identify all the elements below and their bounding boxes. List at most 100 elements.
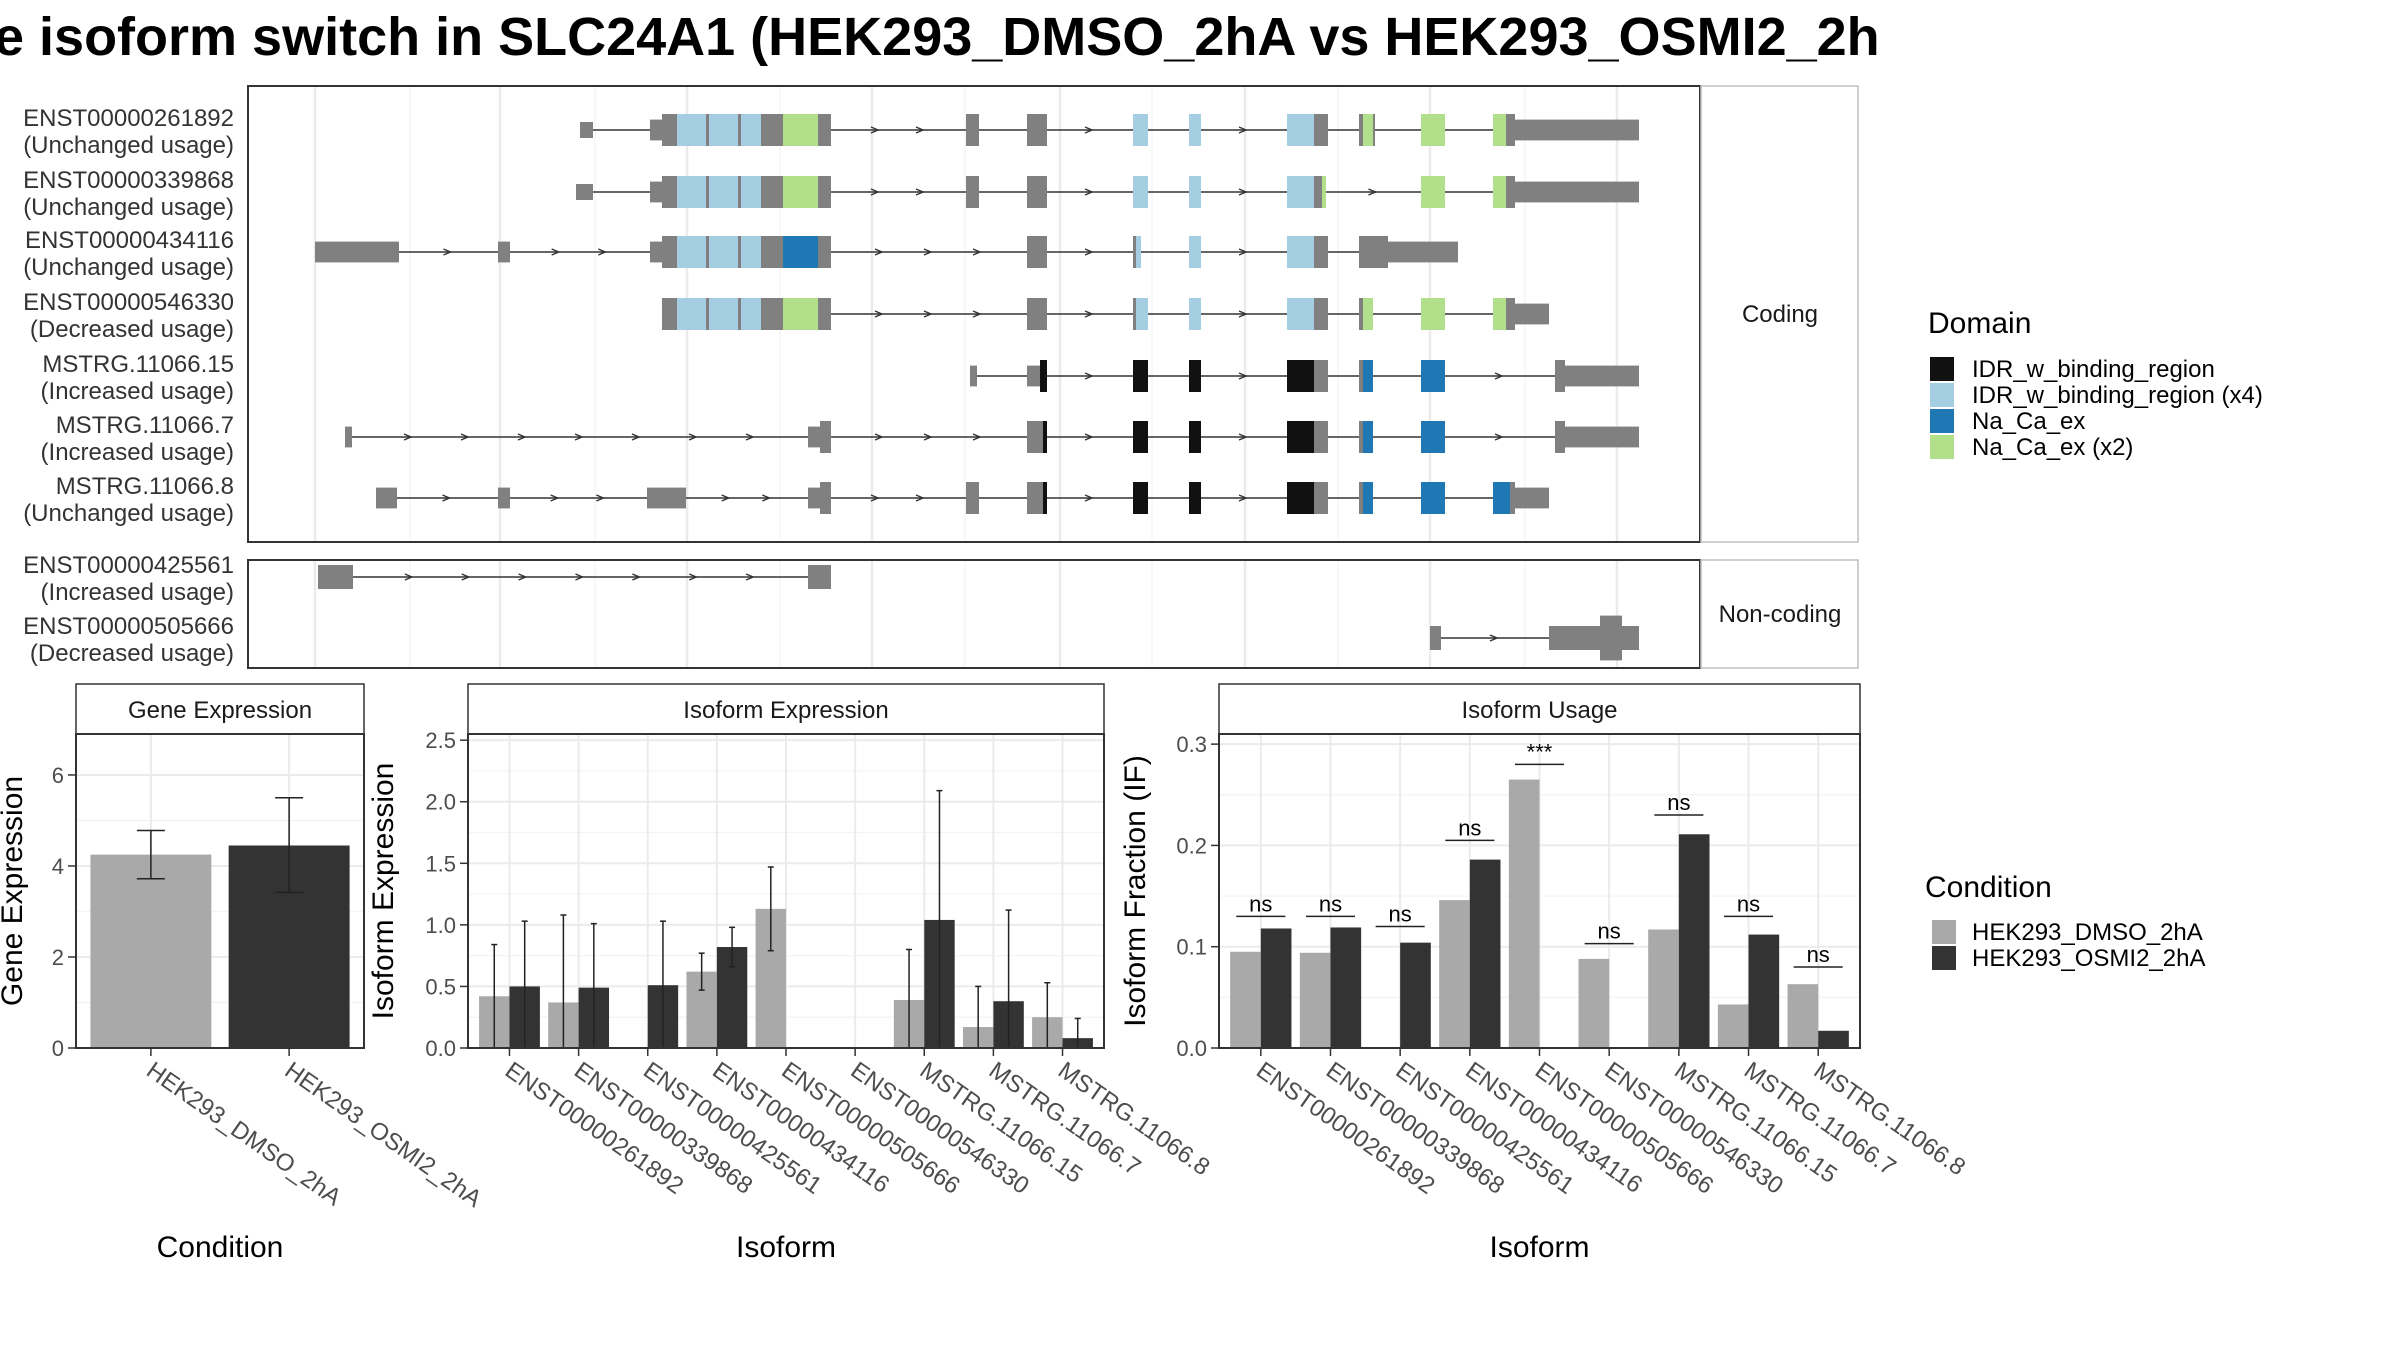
transcript-usage-label: (Decreased usage) [30, 316, 234, 343]
domain-block-naca_x2 [1421, 114, 1445, 146]
domain-block-idr_x4 [677, 298, 706, 330]
y-tick-label: 1.0 [425, 913, 456, 938]
exon-block [1359, 482, 1363, 514]
exon-block [1600, 615, 1622, 661]
exon-block [650, 119, 662, 141]
domain-legend-title: Domain [1928, 307, 2031, 340]
exon-block [1565, 365, 1639, 387]
domain-block-idr [1133, 360, 1148, 392]
domain-block-idr_x4 [1189, 176, 1201, 208]
transcript-usage-label: (Increased usage) [41, 378, 234, 405]
domain-block-idr_x4 [741, 114, 761, 146]
domain-block-idr_x4 [1136, 298, 1148, 330]
intron-arrow [972, 433, 982, 441]
intron-arrow [443, 248, 453, 256]
noncoding-strip [1700, 559, 1859, 669]
domain-legend-label: Na_Ca_ex (x2) [1972, 434, 2133, 461]
exon-block [1359, 298, 1363, 330]
domain-block-idr_x4 [677, 176, 706, 208]
intron-arrow [870, 188, 880, 196]
condition-legend: Condition HEK293_DMSO_2hAHEK293_OSMI2_2h… [1925, 871, 2205, 972]
exon-block [820, 421, 831, 453]
exon-block [1506, 298, 1515, 330]
y-tick-label: 2.0 [425, 790, 456, 815]
intron-arrow [1238, 433, 1248, 441]
domain-block-idr [1287, 360, 1314, 392]
isoform-usage-bar [1748, 934, 1780, 1048]
domain-block-idr_x4 [1287, 236, 1314, 268]
y-tick-label: 1.5 [425, 851, 456, 876]
intron-arrow [1084, 248, 1094, 256]
transcript-id-label: MSTRG.11066.8 [56, 473, 234, 500]
exon-block [1027, 298, 1047, 330]
transcript-usage-label: (Decreased usage) [30, 640, 234, 667]
intron-arrow [1368, 188, 1378, 196]
isoform-usage-bar [1508, 779, 1540, 1048]
x-axis-title: Condition [157, 1231, 284, 1264]
isoform-usage-bar [1678, 834, 1710, 1048]
intron-arrow [915, 126, 925, 134]
exon-block [761, 114, 783, 146]
isoform-usage-chart: Isoform Usage ns ns ns ns *** ns ns ns ns 0.0 0.1 0.… [1119, 683, 1970, 1264]
chart-title: Gene Expression [128, 697, 312, 724]
intron-arrow [1084, 433, 1094, 441]
intron-arrow [1238, 310, 1248, 318]
exon-block [738, 114, 741, 146]
domain-block-idr_x4 [1287, 176, 1314, 208]
intron-arrow [745, 573, 755, 581]
y-axis-title: Gene Expression [0, 776, 29, 1006]
intron-arrow [1238, 494, 1248, 502]
intron-arrow [870, 494, 880, 502]
domain-block-idr_x4 [741, 176, 761, 208]
transcript-id-label: ENST00000339868 [23, 167, 234, 194]
domain-block-idr_x4 [1287, 298, 1314, 330]
exon-block [761, 176, 783, 208]
exon-block [1515, 119, 1639, 141]
intron-arrow [915, 494, 925, 502]
y-tick-label: 0.0 [425, 1036, 456, 1061]
transcript-usage-label: (Unchanged usage) [23, 194, 234, 221]
domain-block-idr_x4 [1287, 114, 1314, 146]
significance-label: ns [1667, 790, 1690, 815]
intron-arrow [574, 433, 584, 441]
exon-block [376, 487, 397, 509]
exon-block [498, 487, 510, 509]
exon-block [650, 181, 662, 203]
domain-legend-key [1930, 435, 1954, 459]
intron-arrow [874, 433, 884, 441]
exon-block [1314, 360, 1328, 392]
domain-block-naca_x2 [1493, 298, 1506, 330]
exon-block [738, 236, 741, 268]
isoform-usage-bar [1787, 984, 1819, 1048]
chart-title: Isoform Expression [683, 697, 888, 724]
noncoding-transcript-panel [247, 559, 1701, 669]
intron-arrow [404, 573, 414, 581]
domain-block-naca [1421, 482, 1445, 514]
intron-arrow [461, 573, 471, 581]
y-axis-title: Isoform Fraction (IF) [1119, 755, 1152, 1027]
domain-block-naca [1363, 482, 1373, 514]
domain-block-idr_x4 [741, 298, 761, 330]
transcript-usage-label: (Increased usage) [41, 439, 234, 466]
chart-strip [467, 683, 1105, 735]
y-tick-label: 0.5 [425, 974, 456, 999]
domain-legend-key [1930, 383, 1954, 407]
intron-arrow [550, 494, 560, 502]
domain-block-idr [1287, 421, 1314, 453]
condition-legend-key [1932, 920, 1956, 944]
intron-arrow [1238, 126, 1248, 134]
exon-block [761, 236, 783, 268]
exon-block [706, 176, 709, 208]
y-tick-label: 0.0 [1176, 1036, 1207, 1061]
domain-block-idr [1287, 482, 1314, 514]
chart-strip [75, 683, 365, 735]
figure-title: e isoform switch in SLC24A1 (HEK293_DMSO… [0, 7, 1880, 67]
noncoding-panel-border [247, 559, 1701, 669]
condition-legend-label: HEK293_DMSO_2hA [1972, 919, 2203, 946]
domain-block-naca_x2 [783, 298, 818, 330]
transcript-id-label: ENST00000434116 [25, 227, 234, 254]
exon-block [1515, 487, 1549, 509]
intron-arrow [631, 433, 641, 441]
domain-block-naca_x2 [1493, 176, 1506, 208]
exon-block [1359, 360, 1363, 392]
